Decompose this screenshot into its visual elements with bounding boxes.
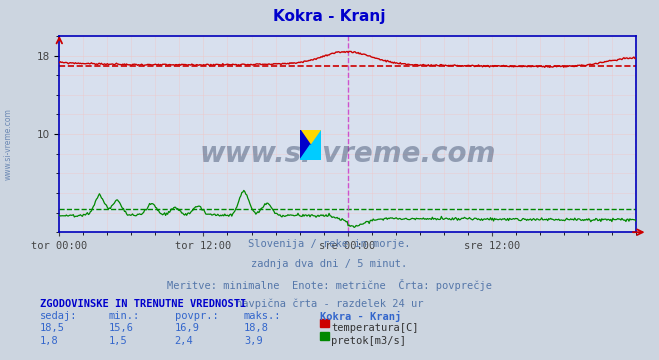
Text: 18,8: 18,8 xyxy=(244,323,269,333)
Text: min.:: min.: xyxy=(109,311,140,321)
Text: 16,9: 16,9 xyxy=(175,323,200,333)
Polygon shape xyxy=(300,130,321,160)
Text: 2,4: 2,4 xyxy=(175,336,193,346)
Polygon shape xyxy=(300,145,321,160)
Text: www.si-vreme.com: www.si-vreme.com xyxy=(4,108,13,180)
Text: temperatura[C]: temperatura[C] xyxy=(331,323,419,333)
Text: 1,8: 1,8 xyxy=(40,336,58,346)
Text: 18,5: 18,5 xyxy=(40,323,65,333)
Text: ZGODOVINSKE IN TRENUTNE VREDNOSTI: ZGODOVINSKE IN TRENUTNE VREDNOSTI xyxy=(40,299,246,309)
Text: Slovenija / reke in morje.: Slovenija / reke in morje. xyxy=(248,239,411,249)
Text: 1,5: 1,5 xyxy=(109,336,127,346)
Text: zadnja dva dni / 5 minut.: zadnja dva dni / 5 minut. xyxy=(251,259,408,269)
Text: www.si-vreme.com: www.si-vreme.com xyxy=(200,140,496,168)
Text: navpična črta - razdelek 24 ur: navpična črta - razdelek 24 ur xyxy=(236,299,423,309)
Text: sedaj:: sedaj: xyxy=(40,311,77,321)
Text: 15,6: 15,6 xyxy=(109,323,134,333)
Text: Meritve: minimalne  Enote: metrične  Črta: povprečje: Meritve: minimalne Enote: metrične Črta:… xyxy=(167,279,492,291)
Polygon shape xyxy=(300,130,321,160)
Text: Kokra - Kranj: Kokra - Kranj xyxy=(320,311,401,322)
Text: povpr.:: povpr.: xyxy=(175,311,218,321)
Polygon shape xyxy=(300,130,310,160)
Text: maks.:: maks.: xyxy=(244,311,281,321)
Text: Kokra - Kranj: Kokra - Kranj xyxy=(273,9,386,24)
Text: pretok[m3/s]: pretok[m3/s] xyxy=(331,336,407,346)
Text: 3,9: 3,9 xyxy=(244,336,262,346)
